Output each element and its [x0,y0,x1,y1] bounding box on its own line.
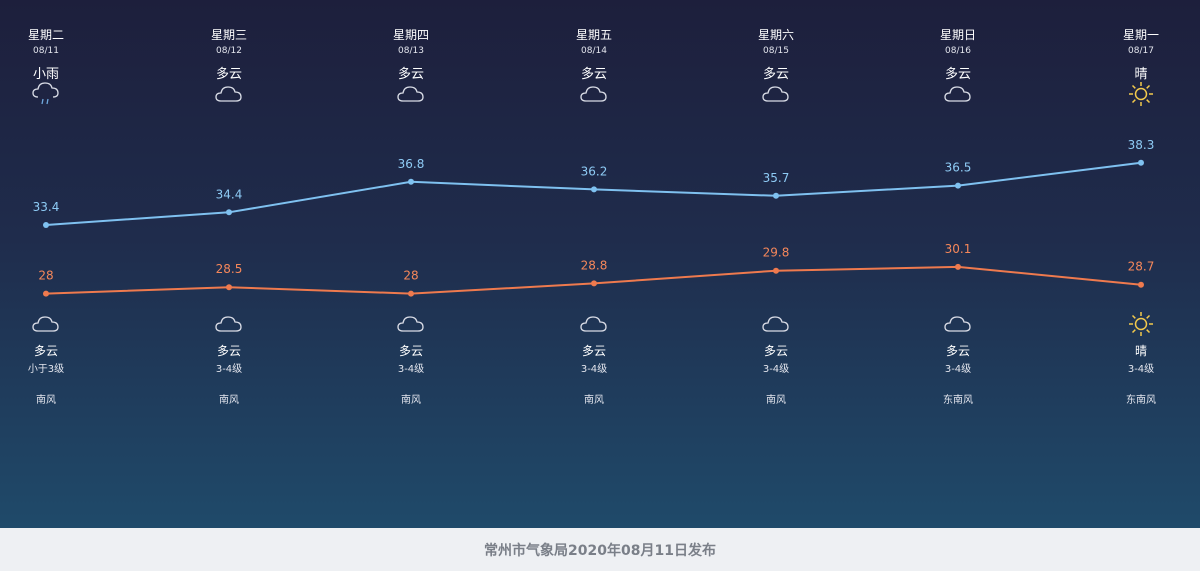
wind-direction-label: 南风 [766,395,786,406]
date-label: 08/13 [398,46,424,56]
low-temp-point [955,263,961,270]
cloud-icon [214,312,244,336]
high-temp-data-label: 33.4 [33,200,60,214]
temperature-chart: 33.4 34.4 36.8 36.2 35.7 36.5 38.3 28 28.5 28 28.8… [33,138,1155,297]
day-weather-label: 多云 [944,67,971,82]
date-label: 08/17 [1128,46,1154,56]
cloud-icon [214,82,244,106]
low-temp-data-label: 28.8 [581,258,608,272]
wind-level-label: 3-4级 [944,364,972,375]
low-temp-point [408,290,414,297]
forecast-day-column: 星期日 08/16 多云 多云 3-4级 东南风 [903,0,1013,528]
night-weather-label: 多云 [763,344,788,358]
forecast-day-column: 星期六 08/15 多云 多云 3-4级 南风 [721,0,831,528]
forecast-day-column: 星期四 08/13 多云 多云 3-4级 南风 [356,0,466,528]
forecast-day-column: 星期五 08/14 多云 多云 3-4级 南风 [539,0,649,528]
weekday-label: 星期二 [27,28,64,42]
cloud-icon [943,82,973,106]
low-temp-point [226,284,232,291]
day-weather-label: 多云 [580,67,607,82]
date-label: 08/14 [581,46,607,56]
high-temp-data-label: 35.7 [763,171,790,185]
day-weather-label: 多云 [215,67,242,82]
wind-level-label: 3-4级 [580,364,608,375]
high-temp-data-label: 34.4 [216,187,243,201]
wind-level-label: 3-4级 [1127,364,1155,375]
high-temp-point [1138,159,1144,166]
weekday-label: 星期五 [575,28,612,42]
wind-direction-label: 东南风 [943,395,973,406]
forecast-day-column: 星期一 08/17 晴晴 3-4级 东南风 [1086,0,1196,528]
night-weather-label: 多云 [33,344,58,358]
sun-icon [1126,312,1156,336]
high-temp-data-label: 36.5 [945,161,972,175]
low-temp-data-label: 28 [38,269,53,283]
weekday-label: 星期一 [1122,28,1159,42]
date-label: 08/11 [33,46,59,56]
publish-text: 常州市气象局2020年08月11日发布 [484,542,716,559]
weekday-label: 星期三 [210,28,247,42]
date-label: 08/16 [945,46,971,56]
cloud-icon [396,312,426,336]
low-temp-data-label: 28.7 [1128,260,1155,274]
wind-level-label: 小于3级 [27,364,65,375]
forecast-day-column: 星期三 08/12 多云 多云 3-4级 南风 [174,0,284,528]
high-temp-data-label: 38.3 [1128,138,1155,152]
weekday-label: 星期六 [757,28,794,42]
high-temp-point [955,182,961,189]
night-weather-label: 晴 [1134,344,1147,358]
low-temp-point [43,290,49,297]
high-temp-point [408,178,414,185]
forecast-day-column: 星期二 08/11 小雨多云小于3级南风 [0,0,101,528]
low-temp-data-label: 30.1 [945,242,972,256]
wind-direction-label: 南风 [584,395,604,406]
low-temp-point [591,280,597,287]
night-weather-label: 多云 [945,344,970,358]
wind-direction-label: 南风 [401,395,421,406]
night-weather-label: 多云 [581,344,606,358]
high-temp-data-label: 36.2 [581,164,608,178]
cloud-icon [396,82,426,106]
wind-direction-label: 东南风 [1126,395,1156,406]
high-temp-point [43,222,49,228]
low-temp-data-label: 29.8 [763,246,790,260]
wind-direction-label: 南风 [219,395,239,406]
cloud-icon [943,312,973,336]
forecast-panel: 33.4 34.4 36.8 36.2 35.7 36.5 38.3 28 28.5 28 28.8… [0,0,1200,528]
rain-icon [31,82,61,106]
weekday-label: 星期日 [939,28,976,42]
wind-level-label: 3-4级 [215,364,243,375]
low-temp-point [1138,281,1144,288]
low-temp-point [773,267,779,274]
day-weather-label: 晴 [1134,67,1148,82]
cloud-icon [579,312,609,336]
day-weather-label: 多云 [762,67,789,82]
night-weather-label: 多云 [398,344,423,358]
publish-footer: 常州市气象局2020年08月11日发布 [0,528,1200,571]
wind-level-label: 3-4级 [762,364,790,375]
low-temp-data-label: 28 [403,269,418,283]
cloud-icon [761,82,791,106]
low-temp-data-label: 28.5 [216,262,243,276]
sun-icon [1126,82,1156,106]
day-weather-label: 多云 [397,67,424,82]
night-weather-label: 多云 [216,344,241,358]
cloud-icon [761,312,791,336]
high-temp-data-label: 36.8 [398,157,425,171]
day-weather-label: 小雨 [32,67,59,82]
wind-direction-label: 南风 [36,395,56,406]
wind-level-label: 3-4级 [397,364,425,375]
high-temp-point [591,186,597,193]
cloud-icon [579,82,609,106]
date-label: 08/15 [763,46,789,56]
cloud-icon [31,312,61,336]
weekday-label: 星期四 [392,28,429,42]
high-temp-point [773,192,779,199]
date-label: 08/12 [216,46,242,56]
high-temp-point [226,209,232,216]
